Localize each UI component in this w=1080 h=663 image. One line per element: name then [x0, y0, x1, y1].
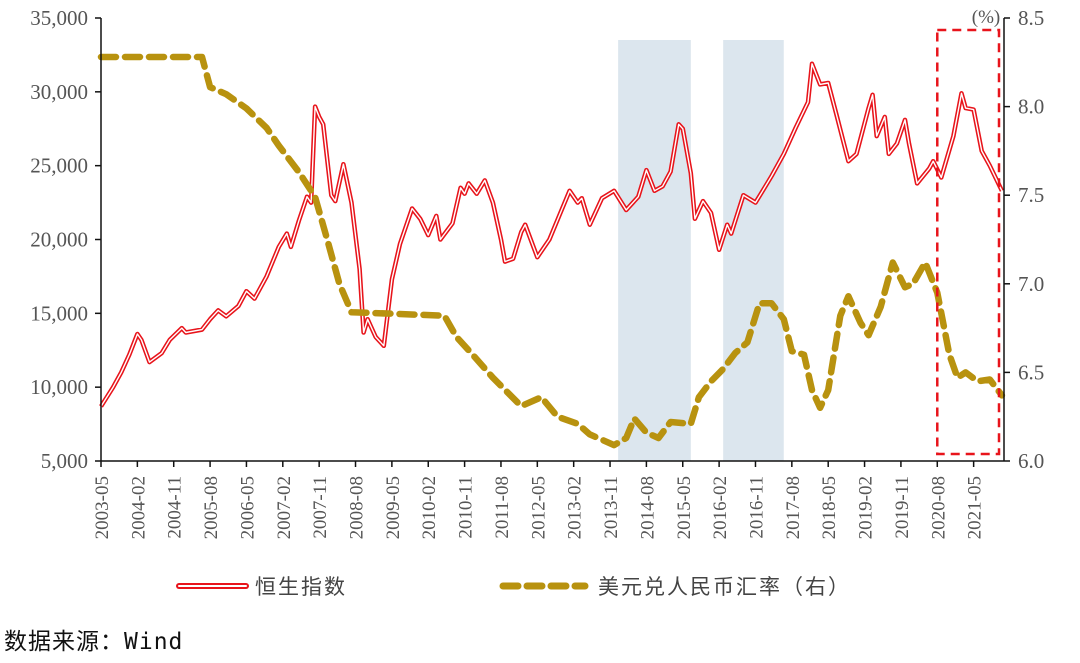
- y-tick-label: 35,000: [30, 6, 88, 30]
- y2-unit-label: (%): [972, 7, 1000, 28]
- y-tick-label: 15,000: [30, 301, 88, 325]
- y2-tick-label: 8.5: [1018, 6, 1044, 30]
- x-tick-label: 2005-08: [201, 476, 222, 539]
- shaded-period: [723, 40, 784, 461]
- x-tick-label: 2016-02: [710, 476, 731, 539]
- x-tick-label: 2012-05: [528, 476, 549, 539]
- legend-item-hsi[interactable]: 恒生指数: [176, 575, 347, 599]
- x-tick-label: 2004-11: [165, 476, 186, 539]
- series-line-hsi-inner: [100, 63, 1003, 407]
- x-tick-label: 2015-05: [674, 476, 695, 539]
- x-tick-label: 2010-11: [456, 476, 477, 539]
- x-tick-label: 2018-05: [819, 476, 840, 539]
- x-tick-label: 2013-11: [601, 476, 622, 539]
- highlight-box: [936, 28, 1001, 456]
- y-tick-label: 25,000: [30, 154, 88, 178]
- shaded-period: [618, 40, 691, 461]
- legend: 恒生指数 美元兑人民币汇率（右）: [176, 575, 851, 599]
- x-tick-label: 2006-05: [237, 476, 258, 539]
- y2-tick-label: 6.0: [1018, 449, 1044, 473]
- x-tick-label: 2010-02: [419, 476, 440, 539]
- y2-tick-label: 7.5: [1018, 183, 1044, 207]
- x-tick-label: 2009-05: [383, 476, 404, 539]
- y-tick-label: 5,000: [41, 449, 88, 473]
- x-tick-label: 2013-02: [565, 476, 586, 539]
- x-tick-label: 2019-11: [892, 476, 913, 539]
- legend-label-usdcny: 美元兑人民币汇率（右）: [598, 575, 851, 599]
- x-tick-label: 2017-08: [783, 476, 804, 539]
- x-tick-label: 2007-02: [274, 476, 295, 539]
- x-tick-label: 2011-08: [492, 476, 513, 539]
- y-tick-label: 30,000: [30, 80, 88, 104]
- x-tick-label: 2004-02: [128, 476, 149, 539]
- y2-tick-label: 7.0: [1018, 272, 1044, 296]
- x-tick-label: 2021-05: [965, 476, 986, 539]
- x-tick-label: 2007-11: [310, 476, 331, 539]
- x-tick-label: 2008-08: [347, 476, 368, 539]
- x-tick-label: 2020-08: [928, 476, 949, 539]
- data-source: 数据来源：Wind: [4, 629, 184, 655]
- x-tick-label: 2016-11: [746, 476, 767, 539]
- x-tick-label: 2019-02: [856, 476, 877, 539]
- series-line-usdcny: [97, 53, 1006, 449]
- legend-label-hsi: 恒生指数: [255, 575, 347, 599]
- y2-tick-label: 8.0: [1018, 95, 1044, 119]
- x-tick-label: 2014-08: [637, 476, 658, 539]
- y2-tick-label: 6.5: [1018, 360, 1044, 384]
- x-tick-label: 2003-05: [92, 476, 113, 539]
- legend-item-usdcny[interactable]: 美元兑人民币汇率（右）: [499, 575, 851, 599]
- y-tick-label: 10,000: [30, 375, 88, 399]
- y-tick-label: 20,000: [30, 228, 88, 252]
